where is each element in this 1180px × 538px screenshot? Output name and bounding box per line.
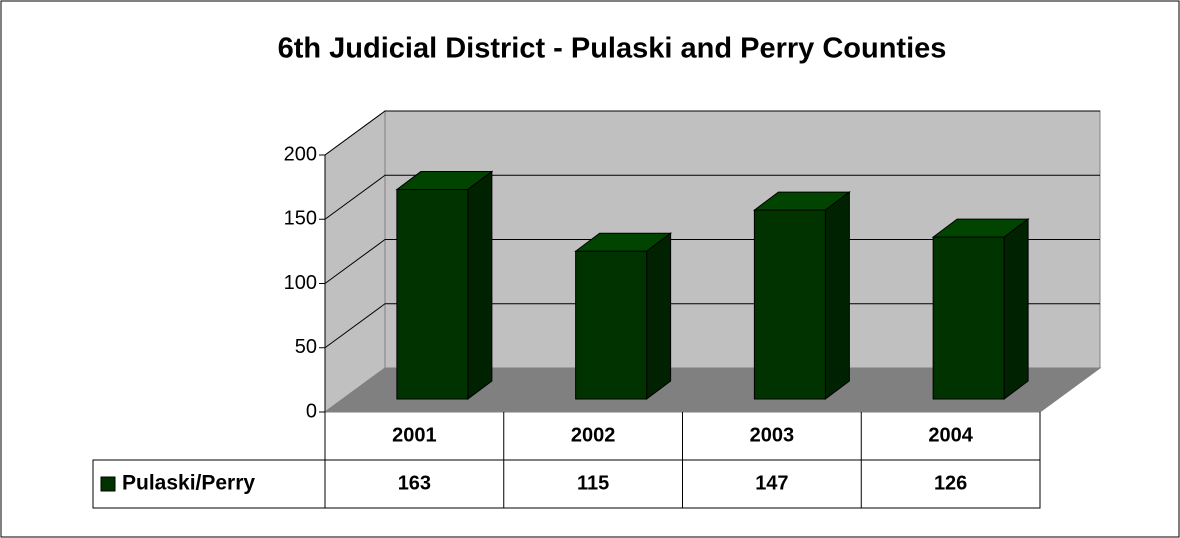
bar [931,218,1030,400]
bar-front [396,189,469,400]
legend-label: Pulaski/Perry [122,472,255,495]
bar-front [753,209,826,400]
bar [752,191,851,400]
x-tick-label: 2004 [928,424,973,446]
x-tick-label: 2001 [392,424,437,446]
table-value: 147 [755,472,788,494]
y-tick-label: 0 [306,400,317,422]
y-tick-label: 100 [284,272,317,294]
bar [574,232,673,400]
x-tick-label: 2002 [571,424,616,446]
bar [395,170,494,400]
y-tick-label: 200 [284,143,317,165]
table-value: 126 [934,472,967,494]
bar-side [467,170,493,400]
bar-side [646,232,672,400]
x-tick-label: 2003 [750,424,795,446]
grid-line [324,110,1100,156]
bar-front [932,236,1005,400]
floor [323,367,1102,413]
y-tick-label: 150 [284,208,317,230]
grid-line [324,174,1100,220]
bar-side [824,191,850,400]
grid-line [324,239,1100,284]
table-value: 163 [398,472,431,494]
bar-side [1003,218,1029,400]
y-tick-label: 50 [295,336,317,358]
bar-front [575,250,648,400]
grid-line [324,303,1100,349]
chart-title: 6th Judicial District - Pulaski and Perr… [278,33,947,65]
legend-key [100,476,116,492]
table-value: 115 [577,472,609,494]
